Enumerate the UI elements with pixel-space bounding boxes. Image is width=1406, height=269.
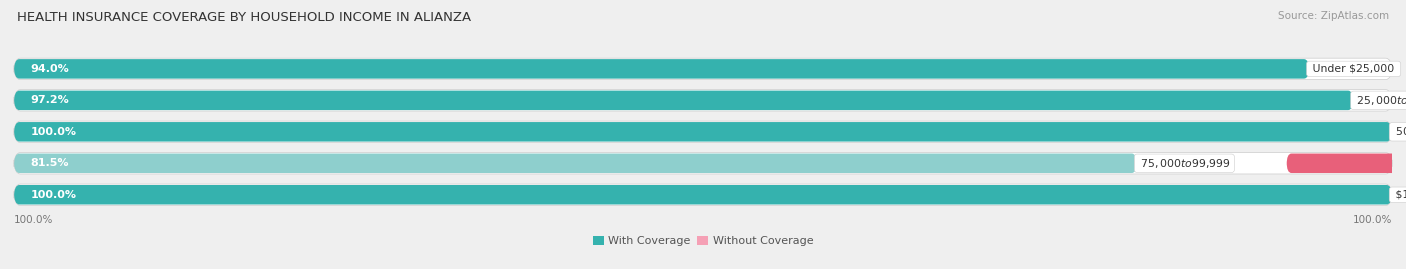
FancyBboxPatch shape — [14, 91, 1354, 110]
FancyBboxPatch shape — [14, 59, 1309, 79]
FancyBboxPatch shape — [14, 121, 1392, 143]
FancyBboxPatch shape — [14, 122, 1392, 141]
Legend: With Coverage, Without Coverage: With Coverage, Without Coverage — [592, 236, 814, 246]
FancyBboxPatch shape — [14, 90, 1392, 111]
FancyBboxPatch shape — [14, 153, 1392, 174]
FancyBboxPatch shape — [1286, 154, 1406, 173]
Text: 100.0%: 100.0% — [31, 190, 76, 200]
Text: Source: ZipAtlas.com: Source: ZipAtlas.com — [1278, 11, 1389, 21]
FancyBboxPatch shape — [14, 184, 1392, 206]
Text: Under $25,000: Under $25,000 — [1309, 64, 1398, 74]
FancyBboxPatch shape — [14, 154, 1137, 173]
Text: $25,000 to $49,999: $25,000 to $49,999 — [1354, 94, 1406, 107]
Text: $75,000 to $99,999: $75,000 to $99,999 — [1137, 157, 1232, 170]
Text: 97.2%: 97.2% — [31, 95, 69, 105]
Text: 100.0%: 100.0% — [31, 127, 76, 137]
Text: 100.0%: 100.0% — [14, 215, 53, 225]
FancyBboxPatch shape — [14, 185, 1392, 204]
Text: $50,000 to $74,999: $50,000 to $74,999 — [1392, 125, 1406, 138]
Text: 94.0%: 94.0% — [31, 64, 69, 74]
FancyBboxPatch shape — [14, 58, 1392, 80]
Text: $100,000 and over: $100,000 and over — [1392, 190, 1406, 200]
Text: 81.5%: 81.5% — [31, 158, 69, 168]
Text: HEALTH INSURANCE COVERAGE BY HOUSEHOLD INCOME IN ALIANZA: HEALTH INSURANCE COVERAGE BY HOUSEHOLD I… — [17, 11, 471, 24]
Text: 100.0%: 100.0% — [1353, 215, 1392, 225]
